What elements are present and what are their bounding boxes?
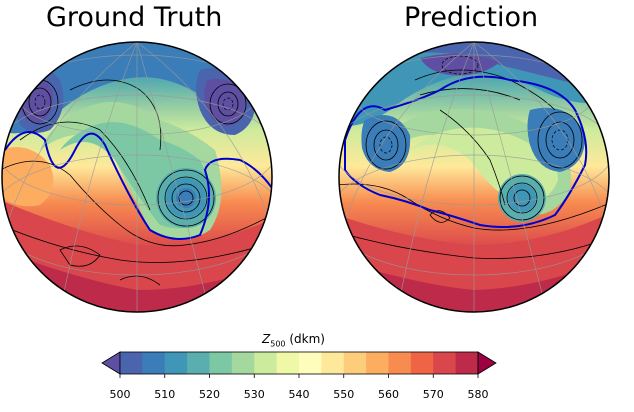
colorbar-label-var: Z: [262, 332, 271, 346]
colorbar-bin: [120, 352, 143, 374]
colorbar-bin: [276, 352, 300, 374]
colorbar-bin: [433, 352, 457, 374]
colorbar-extend-max: [477, 351, 497, 375]
colorbar-bin: [388, 352, 412, 374]
panel-title-prediction: Prediction: [404, 2, 539, 33]
colorbar-tick-label: 550: [333, 388, 355, 401]
colorbar-tick-label: 540: [288, 388, 310, 401]
colorbar-bin: [142, 352, 166, 374]
colorbar-bin: [231, 352, 255, 374]
colorbar-tick-label: 580: [467, 388, 489, 401]
colorbar: [101, 351, 497, 378]
colorbar-label-sub: 500: [270, 339, 286, 349]
colorbar-bin: [187, 352, 210, 374]
globe-prediction: [338, 41, 610, 313]
colorbar-bin: [410, 352, 434, 374]
colorbar-bin: [366, 352, 389, 374]
panel-title-ground-truth: Ground Truth: [46, 2, 223, 33]
colorbar-tick-label: 570: [422, 388, 444, 401]
colorbar-tick-label: 520: [199, 388, 220, 401]
colorbar-tick-label: 500: [109, 388, 131, 401]
colorbar-extend-min: [101, 351, 121, 375]
colorbar-tick-label: 560: [378, 388, 399, 401]
colorbar-bin: [321, 352, 345, 374]
colorbar-bin: [299, 352, 322, 374]
colorbar-tick-label: 530: [243, 388, 265, 401]
colorbar-bin: [254, 352, 278, 374]
colorbar-label: Z500 (dkm): [262, 332, 325, 348]
colorbar-label-unit: (dkm): [289, 332, 325, 346]
colorbar-bin: [209, 352, 233, 374]
colorbar-bin: [455, 352, 479, 374]
globe-ground-truth: [1, 41, 273, 313]
colorbar-tick-label: 510: [154, 388, 176, 401]
colorbar-bin: [164, 352, 188, 374]
colorbar-bin: [343, 352, 367, 374]
